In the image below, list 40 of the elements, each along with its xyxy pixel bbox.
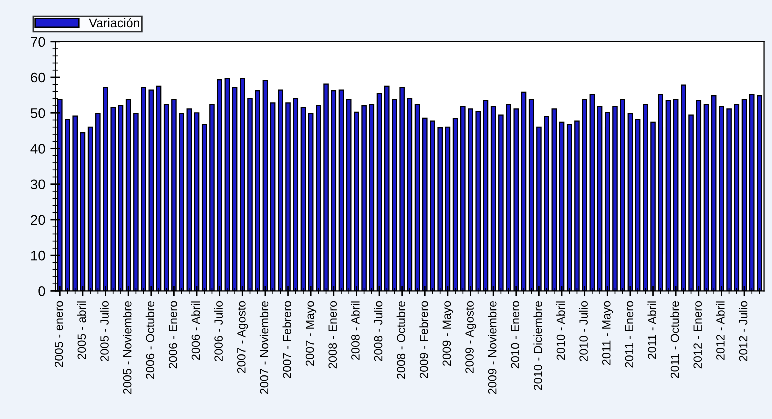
x-tick-label: 2006 - Abril	[192, 302, 200, 360]
x-tick-label: 2007 - Mayo	[306, 301, 317, 366]
x-tick-label: 2009 - Noviembre	[488, 301, 497, 394]
x-tick-label: 2009 - Febrero	[420, 301, 428, 378]
x-tick-label: 2011 - Octubre	[670, 301, 680, 378]
x-tick-label: 2010 - Enero	[511, 301, 520, 369]
legend-label: Variación	[89, 18, 140, 28]
x-tick-label: 2006 - Octubre	[146, 301, 155, 380]
x-tick-label: 2010 - Diciembre	[534, 301, 542, 390]
x-tick-label: 2012 - Julio	[739, 301, 748, 362]
x-tick-label: 2005 - enero	[54, 301, 64, 368]
y-tick-label: 30	[30, 180, 46, 190]
x-tick-label: 2005 - Julio	[100, 301, 109, 362]
x-tick-label: 2011 - Enero	[625, 301, 634, 368]
x-tick-label: 2007 - Noviembre	[260, 301, 269, 394]
y-tick-label: 10	[31, 250, 46, 261]
x-tick-label: 2010 - Abril	[556, 302, 566, 360]
x-tick-label: 2010 - Julio	[579, 301, 588, 362]
y-tick-label: 20	[31, 215, 46, 226]
x-tick-label: 2009 - Mayo	[442, 301, 454, 366]
x-tick-label: 2005 - Noviembre	[123, 301, 132, 394]
x-tick-label: 2011 - Abril	[648, 302, 656, 360]
x-tick-label: 2008 - Abril	[351, 302, 360, 360]
x-tick-label: 2012 - Abril	[716, 302, 725, 360]
y-tick-label: 70	[31, 37, 46, 48]
y-tick-label: 50	[30, 108, 46, 118]
y-tick-label: 0	[38, 286, 46, 296]
x-tick-label: 2008 - Enero	[328, 301, 338, 369]
x-tick-label: 2012 - Enero	[694, 301, 702, 369]
y-tick-label: 60	[31, 72, 46, 83]
x-tick-label: 2006 - Julio	[214, 301, 223, 362]
x-tick-label: 2006 - Enero	[169, 301, 178, 369]
x-tick-label: 2007 - Febrero	[282, 301, 292, 378]
x-tick-label: 2008 - Julio	[374, 301, 383, 362]
y-tick-label: 40	[30, 144, 46, 154]
x-tick-label: 2009 - Agosto	[466, 301, 476, 374]
x-tick-label: 2007 - Agosto	[237, 301, 248, 374]
x-tick-label: 2005 - abril	[77, 302, 86, 360]
x-tick-label: 2011 - Mayo	[602, 301, 614, 366]
x-tick-label: 2008 - Octubre	[396, 301, 406, 380]
